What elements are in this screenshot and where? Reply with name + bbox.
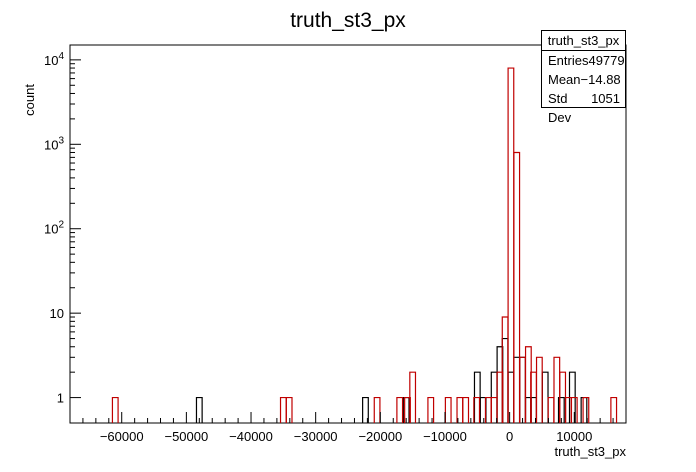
stats-value-entries: 49779 xyxy=(588,53,625,68)
hist-bar-s1-10 xyxy=(462,396,470,423)
y-tick-label: 103 xyxy=(44,135,64,152)
y-tick-label: 102 xyxy=(44,220,64,237)
x-axis-label: truth_st3_px xyxy=(554,444,626,459)
hist-bar-s1-28 xyxy=(610,396,618,423)
hist-bar-s1-7 xyxy=(427,396,435,423)
hist-bar-s1-13 xyxy=(490,396,498,423)
hist-bar-s0-10 xyxy=(519,356,526,423)
hist-bar-s1-27 xyxy=(582,396,590,423)
hist-bar-s0-1 xyxy=(362,396,369,423)
hist-bar-s1-22 xyxy=(547,396,555,423)
hist-bar-s0-16 xyxy=(580,396,588,423)
y-tick-label: 1 xyxy=(57,391,64,406)
hist-bar-s0-13 xyxy=(541,371,549,423)
stats-row-stddev: Std Dev 1051 xyxy=(542,89,625,125)
stats-label-entries: Entries xyxy=(548,53,589,68)
hist-bar-s0-14 xyxy=(557,396,565,423)
hist-bar-s0-0 xyxy=(195,396,203,423)
hist-bar-s1-17 xyxy=(513,151,521,423)
stats-label-mean: Mean xyxy=(548,72,581,87)
hist-bar-s1-25 xyxy=(565,396,572,423)
stats-label-stddev: Std Dev xyxy=(548,91,572,125)
hist-bar-s1-26 xyxy=(570,396,578,423)
hist-bar-s0-9 xyxy=(513,356,521,423)
stats-title: truth_st3_px xyxy=(542,31,625,51)
y-tick-label: 104 xyxy=(44,51,64,68)
hist-bar-s1-3 xyxy=(373,396,381,423)
hist-bar-s1-6 xyxy=(409,371,417,423)
hist-bar-s1-4 xyxy=(396,396,404,423)
hist-bar-s1-2 xyxy=(285,396,293,423)
hist-bar-s1-11 xyxy=(473,396,481,423)
x-tick-label: −40000 xyxy=(229,429,273,444)
plot-frame xyxy=(69,44,627,424)
hist-bar-s1-21 xyxy=(535,356,543,423)
chart-title: truth_st3_px xyxy=(290,9,406,32)
y-tick-label: 10 xyxy=(50,306,64,321)
x-tick-label: −10000 xyxy=(423,429,467,444)
histogram-bars xyxy=(111,67,618,423)
x-tick-label: −50000 xyxy=(164,429,208,444)
x-tick-label: −60000 xyxy=(100,429,144,444)
x-tick-label: 10000 xyxy=(556,429,592,444)
stats-row-entries: Entries 49779 xyxy=(542,51,625,70)
stats-row-mean: Mean −14.88 xyxy=(542,70,625,89)
hist-bar-s1-18 xyxy=(519,356,526,423)
hist-bar-s1-1 xyxy=(279,396,287,423)
stats-box: truth_st3_px Entries 49779 Mean −14.88 S… xyxy=(541,30,626,125)
hist-bar-s1-0 xyxy=(111,396,119,423)
hist-bar-s1-16 xyxy=(507,67,515,423)
stats-value-mean: −14.88 xyxy=(580,72,621,87)
x-tick-label: −20000 xyxy=(358,429,402,444)
stats-value-stddev: 1051 xyxy=(591,91,620,106)
hist-bar-s0-8 xyxy=(507,371,515,423)
hist-bar-s1-8 xyxy=(444,396,452,423)
y-axis-label: count xyxy=(22,84,37,116)
x-axis: −60000 −50000 −40000 −30000 −20000 −10000 0 100… xyxy=(69,412,627,444)
x-tick-label: 0 xyxy=(506,429,513,444)
x-tick-label: −30000 xyxy=(294,429,338,444)
y-axis: 1 10 102 103 104 xyxy=(44,51,81,406)
